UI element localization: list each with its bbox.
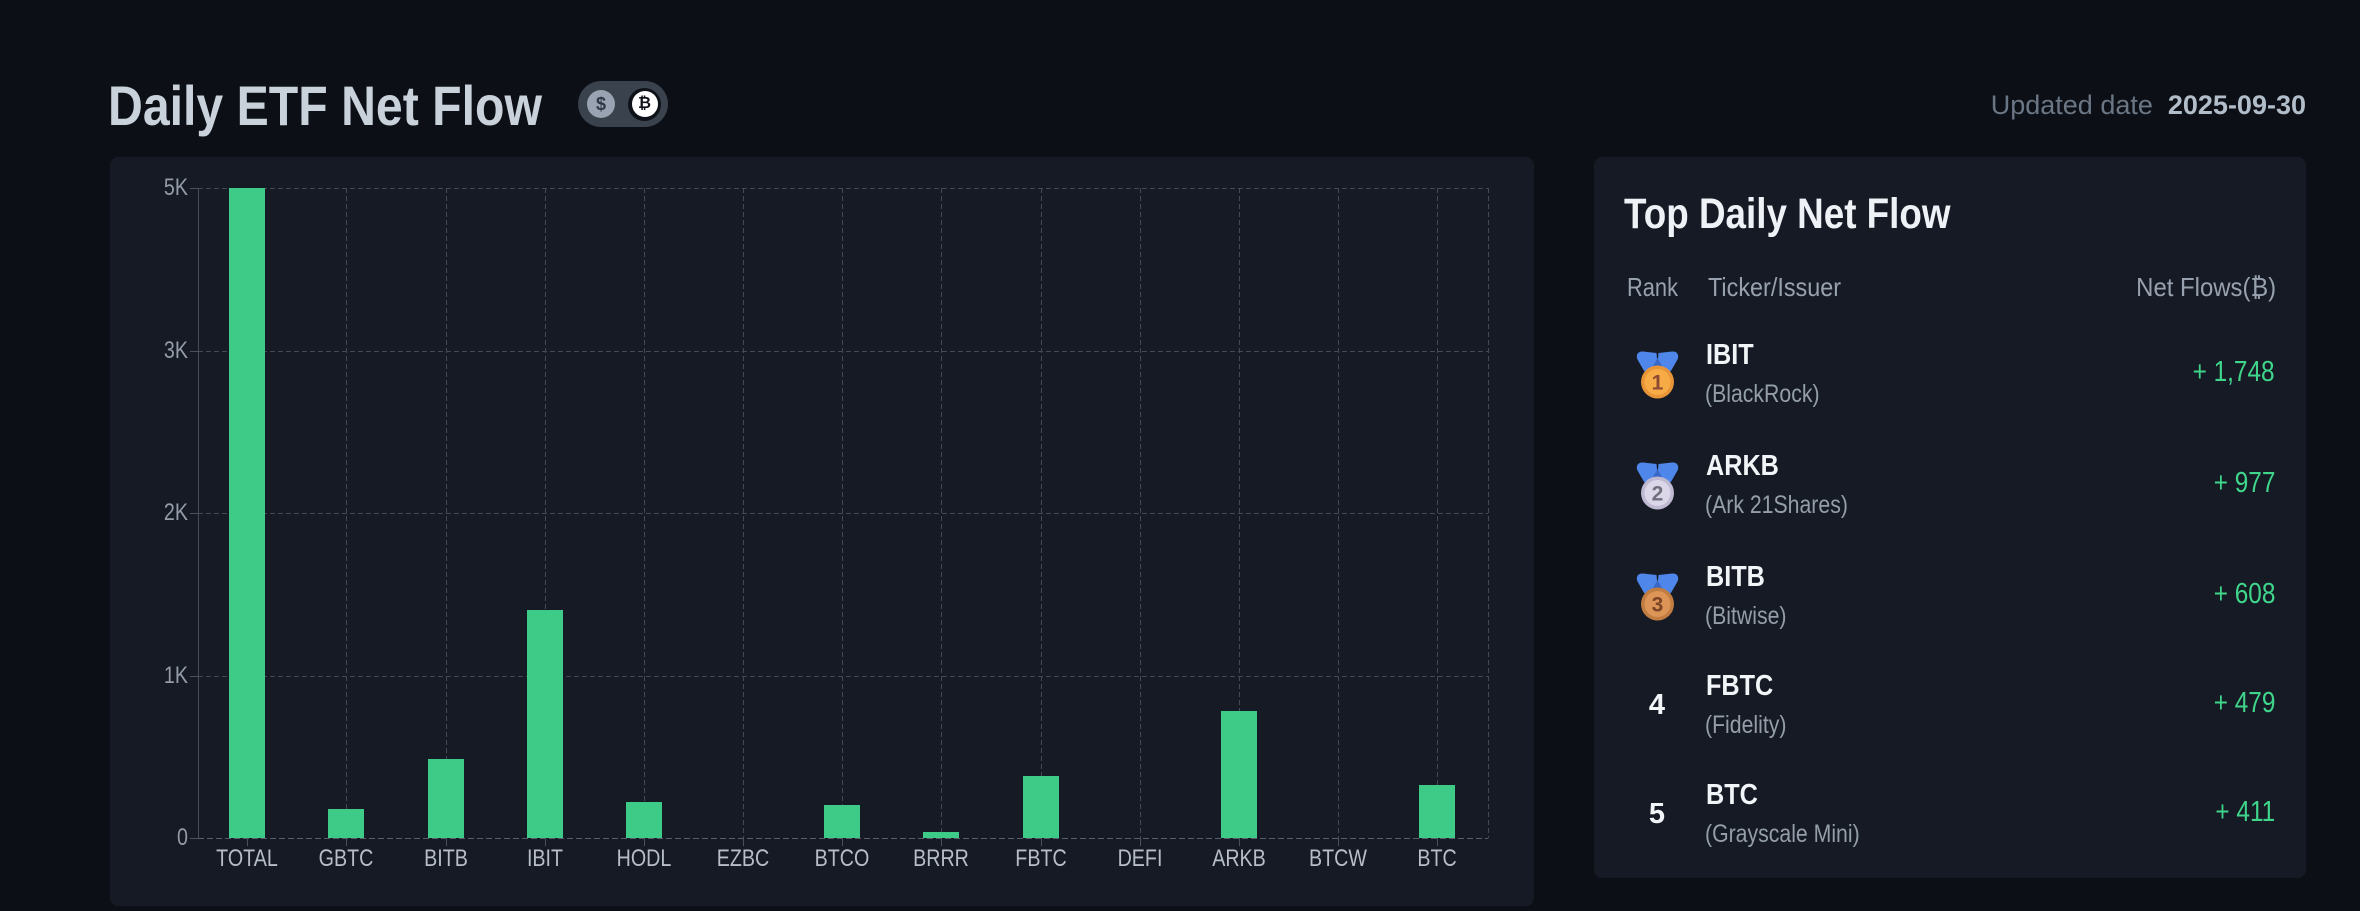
svg-text:1: 1	[1652, 372, 1664, 395]
svg-text:3: 3	[1652, 594, 1664, 617]
svg-text:2: 2	[1652, 483, 1664, 506]
